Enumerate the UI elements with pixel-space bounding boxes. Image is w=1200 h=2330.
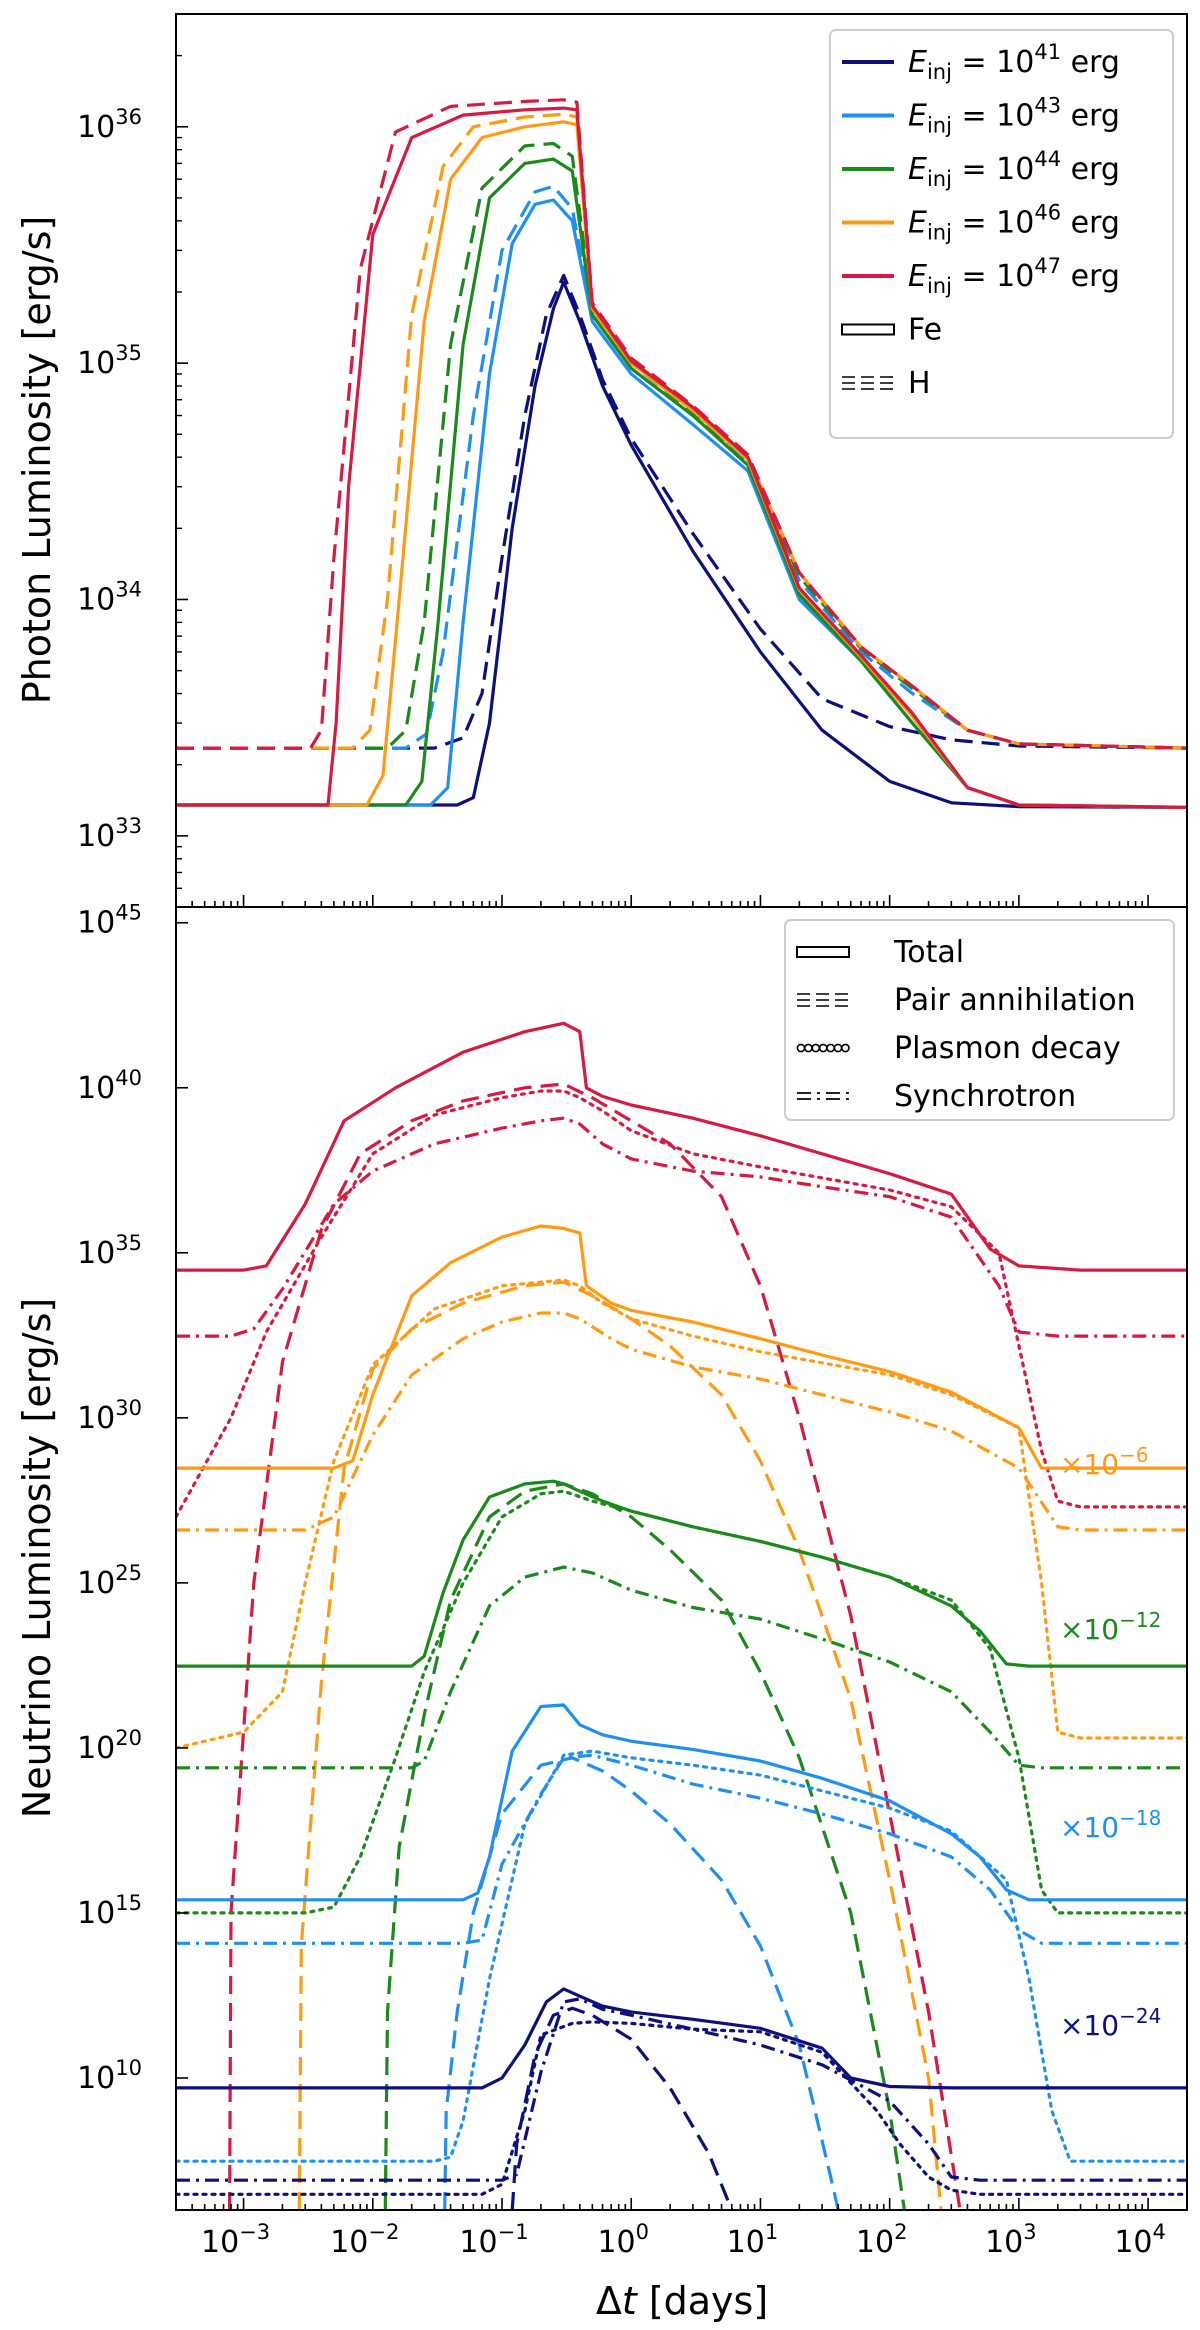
neutrino-xtick-label: 104 <box>1114 2220 1166 2260</box>
neutrino-series-e43-total <box>176 1703 1187 1902</box>
neutrino-xtick-label: 101 <box>727 2220 779 2260</box>
photon-legend-entry: Fe <box>841 313 942 348</box>
photon-legend-entry: Einj = 1041 erg <box>842 40 1120 84</box>
photon-legend-label: Fe <box>908 313 942 348</box>
x-axis-title: Δt [days] <box>596 2279 768 2323</box>
scale-annotation: ×10−24 <box>1060 2004 1161 2042</box>
neutrino-legend-label: Pair annihilation <box>894 983 1136 1018</box>
photon-series-e44-fe <box>176 157 1187 809</box>
neutrino-series-e41-plasmon <box>176 2020 1187 2196</box>
neutrino-legend-label: Plasmon decay <box>894 1031 1121 1066</box>
neutrino-legend-entry: Total <box>796 935 964 970</box>
neutrino-xtick-label: 102 <box>856 2220 908 2260</box>
photon-series-e41-h <box>176 273 1187 750</box>
photon-legend-label: Einj = 1047 erg <box>908 254 1120 298</box>
photon-ytick-label: 1035 <box>77 341 142 381</box>
neutrino-xtick-label: 100 <box>597 2220 649 2260</box>
neutrino-series-e46-plasmon <box>176 1278 1187 1750</box>
neutrino-series-e47-plasmon <box>176 1089 1187 1519</box>
y-axis-title-photon: Photon Luminosity [erg/s] <box>15 216 59 705</box>
photon-legend-entry: H <box>842 366 931 401</box>
photon-legend: Einj = 1041 erg Einj = 1043 erg Einj = 104… <box>829 29 1174 439</box>
neutrino-xtick-label: 10−2 <box>330 2220 399 2260</box>
photon-legend-label: Einj = 1044 erg <box>908 147 1120 191</box>
neutrino-series-e46-sync <box>176 1311 1187 1532</box>
neutrino-xtick-label: 10−3 <box>201 2220 270 2260</box>
neutrino-series-e43-plasmon <box>176 1749 1187 2163</box>
photon-ytick-label: 1036 <box>77 105 142 145</box>
neutrino-legend-box <box>784 919 1175 1121</box>
neutrino-ytick-label: 1020 <box>77 1726 142 1766</box>
neutrino-legend-label: Total <box>893 935 964 970</box>
photon-series-group <box>176 98 1187 809</box>
photon-legend-entry: Einj = 1044 erg <box>842 147 1120 191</box>
neutrino-series-e41-total <box>176 1987 1187 2090</box>
photon-ytick-label: 1034 <box>77 577 142 617</box>
neutrino-series-e47-sync <box>176 1116 1187 1338</box>
legend-swatch <box>841 323 895 336</box>
neutrino-series-e43-pair <box>443 1756 840 2210</box>
photon-legend-label: Einj = 1046 erg <box>908 201 1120 245</box>
photon-legend-box <box>829 29 1174 439</box>
neutrino-ytick-label: 1015 <box>77 1891 142 1931</box>
scale-annotation: ×10−18 <box>1060 1806 1161 1844</box>
neutrino-xtick-label: 103 <box>985 2220 1037 2260</box>
neutrino-series-e41-pair <box>510 2006 734 2210</box>
neutrino-series-e44-pair <box>383 1482 906 2210</box>
neutrino-axes: 1010 1015 1020 1025 1030 1035 1040 1045 10−3 10−2… <box>77 901 1188 2260</box>
neutrino-series-e47-pair <box>228 1082 962 2210</box>
neutrino-series-group <box>176 1021 1187 2210</box>
scale-annotation: ×10−6 <box>1060 1443 1149 1481</box>
neutrino-frame <box>175 906 1188 2211</box>
neutrino-series-e41-sync <box>176 1997 1187 2182</box>
neutrino-series-e47-total <box>176 1021 1187 1272</box>
y-axis-title-neutrino: Neutrino Luminosity [erg/s] <box>15 1298 59 1818</box>
neutrino-legend: Total Pair annihilation Plasmon decay Synch… <box>784 919 1175 1121</box>
neutrino-xtick-label: 10−1 <box>459 2220 528 2260</box>
photon-legend-label: Einj = 1043 erg <box>908 94 1120 138</box>
neutrino-luminosity-panel: 1010 1015 1020 1025 1030 1035 1040 1045 10−3 10−2… <box>77 901 1188 2260</box>
neutrino-legend-entry: Synchrotron <box>797 1079 1076 1114</box>
scale-annotations: ×10−6 ×10−12 ×10−18 ×10−24 <box>1060 1443 1161 2042</box>
neutrino-series-e44-sync <box>176 1565 1187 1770</box>
neutrino-series-e44-plasmon <box>176 1489 1187 1915</box>
scale-annotation: ×10−12 <box>1060 1608 1161 1646</box>
neutrino-ytick-label: 1045 <box>77 901 142 941</box>
neutrino-ytick-label: 1035 <box>77 1231 142 1271</box>
neutrino-legend-entry: Pair annihilation <box>797 983 1136 1018</box>
photon-legend-entry: Einj = 1043 erg <box>842 94 1120 138</box>
photon-series-e46-h <box>176 112 1187 750</box>
neutrino-legend-entry: Plasmon decay <box>796 1031 1121 1066</box>
neutrino-ytick-label: 1030 <box>77 1396 142 1436</box>
photon-legend-entry: Einj = 1046 erg <box>842 201 1120 245</box>
photon-series-e43-h <box>176 184 1187 750</box>
photon-legend-label: Einj = 1041 erg <box>908 40 1120 84</box>
neutrino-legend-label: Synchrotron <box>894 1079 1076 1114</box>
neutrino-ytick-label: 1025 <box>77 1561 142 1601</box>
photon-series-e44-h <box>176 141 1187 750</box>
neutrino-series-e46-total <box>176 1224 1187 1470</box>
neutrino-series-e44-total <box>176 1479 1187 1668</box>
legend-swatch <box>796 946 850 958</box>
neutrino-ytick-label: 1040 <box>77 1066 142 1106</box>
neutrino-ytick-label: 1010 <box>77 2056 142 2096</box>
photon-series-e41-fe <box>176 280 1187 809</box>
photon-ytick-label: 1033 <box>77 814 142 854</box>
legend-swatch <box>841 1043 850 1053</box>
neutrino-series-e43-sync <box>176 1753 1187 1945</box>
photon-legend-label: H <box>908 366 931 401</box>
photon-legend-entry: Einj = 1047 erg <box>842 254 1120 298</box>
